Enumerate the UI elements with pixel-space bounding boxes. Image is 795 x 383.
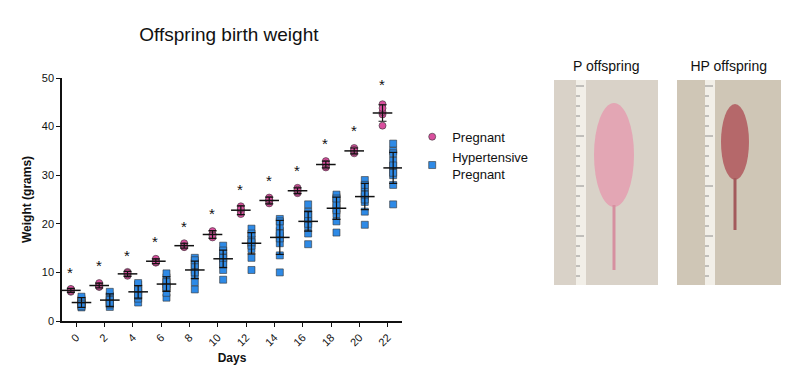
- svg-text:Days: Days: [218, 351, 247, 365]
- svg-text:Offspring birth weight: Offspring birth weight: [139, 24, 319, 45]
- svg-text:*: *: [294, 162, 300, 179]
- svg-text:*: *: [266, 172, 272, 189]
- svg-text:*: *: [351, 122, 357, 139]
- svg-text:16: 16: [291, 331, 308, 348]
- svg-text:*: *: [152, 233, 158, 250]
- svg-text:40: 40: [42, 120, 54, 132]
- svg-text:Pregnant: Pregnant: [452, 130, 505, 145]
- svg-text:20: 20: [42, 218, 54, 230]
- svg-text:10: 10: [42, 266, 54, 278]
- svg-text:0: 0: [48, 315, 54, 327]
- svg-text:*: *: [181, 218, 187, 235]
- svg-text:*: *: [379, 76, 385, 93]
- svg-text:30: 30: [42, 169, 54, 181]
- svg-text:6: 6: [154, 331, 167, 344]
- svg-text:0: 0: [69, 331, 82, 344]
- svg-text:*: *: [67, 264, 73, 281]
- svg-text:8: 8: [182, 331, 195, 344]
- svg-text:10: 10: [206, 331, 223, 348]
- svg-text:4: 4: [125, 331, 138, 344]
- svg-text:2: 2: [97, 331, 110, 344]
- html-text:HP offspring: HP offspring: [690, 58, 767, 74]
- svg-text:*: *: [237, 181, 243, 198]
- svg-text:Weight (grams): Weight (grams): [20, 156, 34, 243]
- svg-text:*: *: [322, 135, 328, 152]
- svg-text:22: 22: [376, 331, 393, 348]
- svg-text:*: *: [96, 257, 102, 274]
- svg-text:HypertensivePregnant: HypertensivePregnant: [452, 150, 528, 182]
- svg-text:14: 14: [263, 331, 280, 348]
- svg-text:12: 12: [234, 331, 251, 348]
- svg-text:18: 18: [319, 331, 336, 348]
- html-text:P offspring: P offspring: [573, 58, 640, 74]
- svg-text:*: *: [124, 247, 130, 264]
- svg-text:20: 20: [348, 331, 365, 348]
- svg-text:*: *: [209, 205, 215, 222]
- svg-text:50: 50: [42, 72, 54, 84]
